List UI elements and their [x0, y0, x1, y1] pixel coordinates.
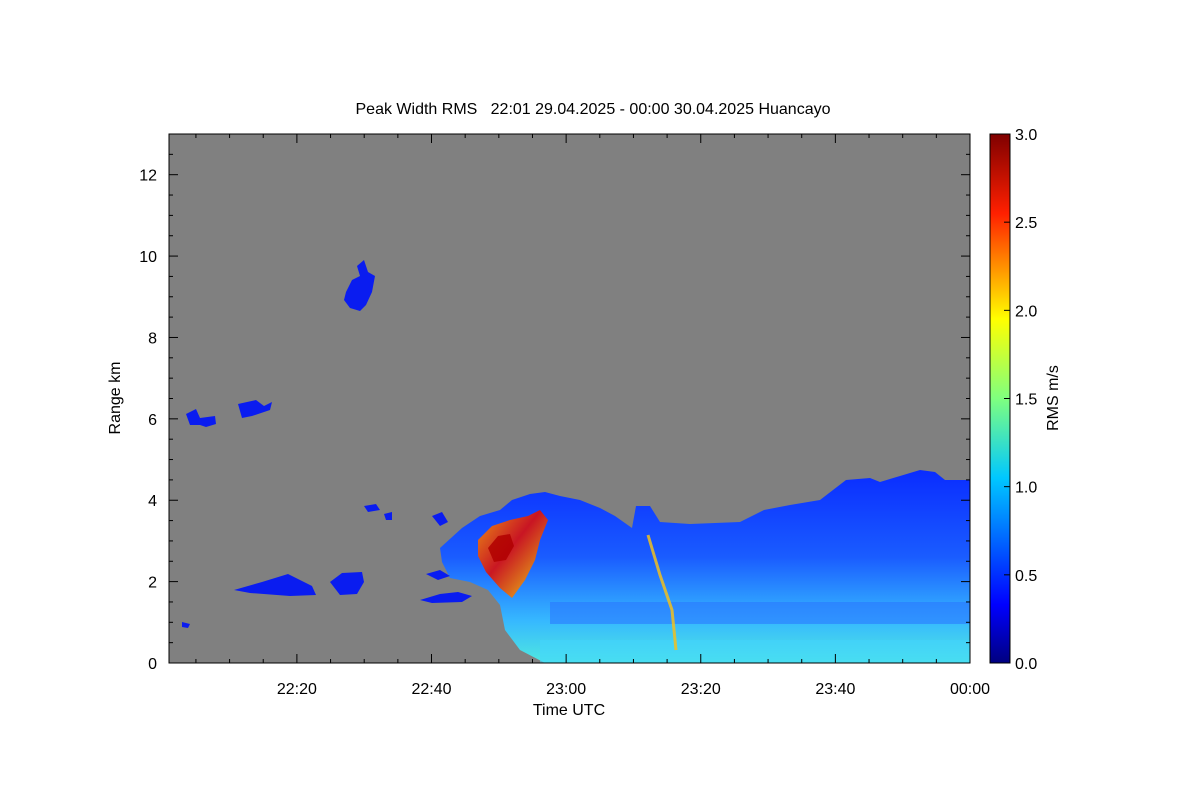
echo-region-low-d	[426, 570, 450, 580]
x-axis: 22:20 22:40 23:00 23:20 23:40 00:00	[195, 134, 990, 698]
echo-region-band	[550, 602, 970, 624]
colorbar-tick-label: 1.0	[1015, 480, 1037, 497]
y-tick-label: 8	[148, 330, 157, 347]
colorbar-tick-label: 2.5	[1015, 215, 1037, 232]
echo-region-low-b	[330, 572, 364, 595]
echo-region-core	[478, 510, 548, 598]
colorbar-tick-label: 1.5	[1015, 392, 1037, 409]
chart-title: Peak Width RMS 22:01 29.04.2025 - 00:00 …	[356, 101, 831, 118]
y-axis: 0 2 4 6 8 10 12	[139, 133, 970, 673]
echo-region-speck-c	[384, 512, 392, 520]
y-tick-label: 0	[148, 656, 157, 673]
y-tick-label: 6	[148, 412, 157, 429]
x-tick-label: 23:00	[546, 681, 586, 698]
echo-region-mid-a	[186, 409, 216, 427]
x-axis-label: Time UTC	[533, 702, 605, 719]
y-tick-label: 12	[139, 168, 157, 185]
y-tick-label: 2	[148, 575, 157, 592]
echo-region-floor	[540, 640, 970, 663]
colorbar-tick-label: 3.0	[1015, 127, 1037, 144]
colorbar-tick-label: 0.0	[1015, 656, 1037, 673]
echo-region-low-a	[234, 574, 316, 596]
echo-region-speck-d	[182, 622, 190, 628]
x-tick-label: 22:20	[277, 681, 317, 698]
echo-region-streak	[646, 534, 678, 651]
x-tick-label: 00:00	[950, 681, 990, 698]
x-tick-label: 23:20	[681, 681, 721, 698]
colorbar-axis: 0.0 0.5 1.0 1.5 2.0 2.5 3.0	[1004, 127, 1037, 673]
colorbar-tick-label: 0.5	[1015, 568, 1037, 585]
x-tick-label: 23:40	[815, 681, 855, 698]
y-axis-label: Range km	[107, 362, 124, 435]
echo-region-core-inner	[488, 534, 514, 562]
echo-region-low-c	[420, 592, 472, 603]
y-tick-label: 10	[139, 249, 157, 266]
y-tick-label: 4	[148, 493, 157, 510]
echo-region-mid-b	[238, 400, 272, 418]
colorbar-tick-label: 2.0	[1015, 303, 1037, 320]
echo-region-speck-b	[364, 504, 380, 512]
echo-region-upper	[344, 260, 375, 311]
echo-region-speck-a	[432, 512, 448, 526]
colorbar-label: RMS m/s	[1045, 365, 1062, 431]
echo-layer	[182, 260, 970, 663]
x-tick-label: 22:40	[411, 681, 451, 698]
